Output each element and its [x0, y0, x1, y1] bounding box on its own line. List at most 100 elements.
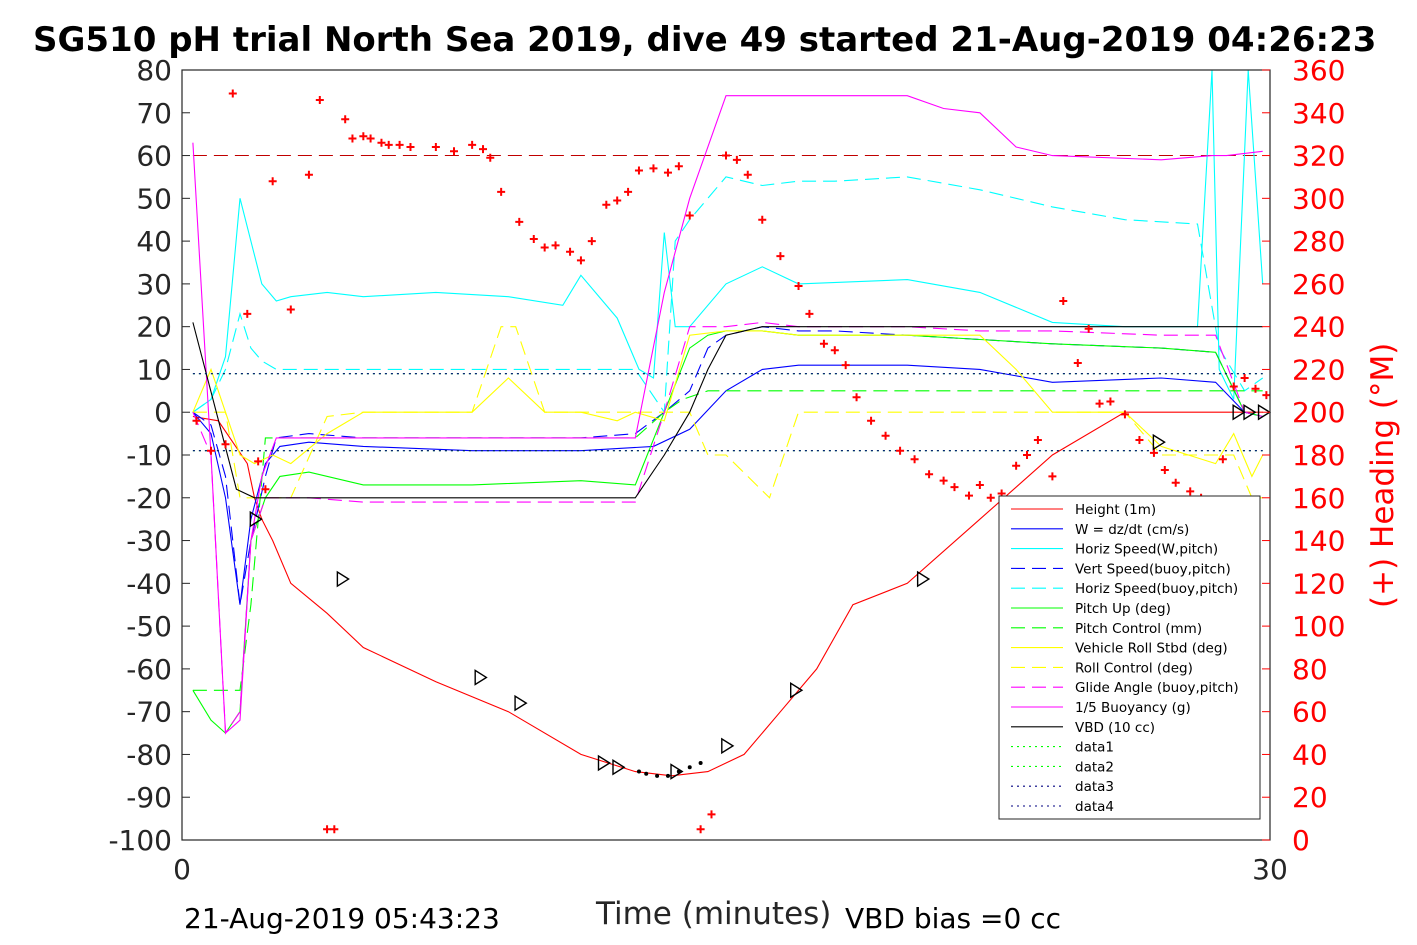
heading-point	[1240, 374, 1249, 382]
y2-tick-label: 140	[1292, 525, 1345, 558]
heading-point	[1262, 391, 1271, 400]
heading-point	[1033, 436, 1042, 445]
y-tick-label: 20	[136, 311, 172, 344]
series-line	[192, 330, 1264, 478]
heading-point	[732, 155, 741, 164]
y2-tick-label: 80	[1292, 653, 1328, 686]
y-tick-label: 80	[136, 54, 172, 87]
x-tick-label: 0	[173, 853, 191, 886]
heading-point	[602, 200, 611, 209]
y-tick-label: 40	[136, 225, 172, 258]
series-line	[192, 176, 1264, 414]
y2-tick-label: 0	[1292, 824, 1310, 857]
heading-point	[1012, 461, 1021, 470]
sample-triangle-marker	[612, 759, 626, 776]
y2-tick-label: 300	[1292, 182, 1345, 215]
y-tick-label: -10	[126, 439, 172, 472]
heading-point	[1218, 455, 1227, 464]
legend-label: data2	[1075, 759, 1114, 775]
heading-point	[359, 132, 368, 141]
heading-point	[939, 476, 948, 485]
heading-point	[228, 89, 237, 98]
heading-point	[304, 170, 313, 179]
heading-point	[377, 138, 386, 147]
legend-label: data3	[1075, 779, 1114, 795]
y2-tick-label: 120	[1292, 567, 1345, 600]
heading-point	[395, 140, 404, 149]
sample-triangle-marker	[790, 682, 804, 699]
heading-point	[696, 825, 705, 834]
legend-label: Horiz Speed(buoy,pitch)	[1075, 581, 1238, 597]
heading-point	[261, 485, 270, 494]
heading-point	[551, 241, 560, 250]
heading-point	[486, 153, 495, 162]
heading-point	[1084, 324, 1093, 333]
heading-point	[515, 217, 524, 226]
heading-point	[819, 339, 828, 348]
sample-dot-marker	[698, 761, 703, 765]
heading-point	[286, 305, 295, 314]
heading-point	[685, 211, 694, 220]
heading-point	[986, 493, 995, 502]
heading-point	[479, 145, 488, 154]
legend-label: Pitch Control (mm)	[1075, 621, 1202, 637]
heading-point	[406, 143, 415, 151]
heading-point	[1095, 399, 1104, 408]
heading-point	[852, 393, 861, 402]
heading-point	[221, 440, 230, 449]
heading-point	[341, 115, 350, 124]
heading-point	[566, 247, 575, 256]
y-tick-label: 60	[136, 140, 172, 173]
x-axis-label: Time (minutes)	[595, 896, 831, 932]
heading-point	[1059, 297, 1068, 305]
sample-triangle-marker	[514, 694, 528, 712]
legend-label: Roll Control (deg)	[1075, 660, 1193, 676]
heading-point	[634, 166, 643, 175]
heading-point	[587, 237, 596, 246]
y2-tick-label: 260	[1292, 268, 1345, 301]
heading-point	[881, 431, 890, 440]
legend: Height (1m) W = dz/dt (cm/s) Horiz Speed(W…	[998, 495, 1261, 820]
sample-triangle-marker	[670, 763, 684, 780]
series-line	[192, 321, 1263, 735]
y2-tick-label: 240	[1292, 311, 1345, 344]
y2-tick-label: 60	[1292, 696, 1328, 729]
sample-dot-marker	[636, 769, 641, 774]
y2-tick-label: 100	[1292, 610, 1345, 643]
y2-tick-label: 40	[1292, 738, 1328, 771]
heading-point	[722, 151, 730, 160]
heading-point	[707, 810, 716, 819]
heading-point	[624, 187, 633, 196]
legend-label: Pitch Up (deg)	[1075, 601, 1171, 617]
left-axis-ticks: 80 70 60 50 40 30 20 10 0 -10 -20 -30 -40 -50 -60 -70 -8…	[108, 54, 190, 857]
y2-tick-label: 160	[1292, 482, 1345, 515]
heading-point	[450, 147, 458, 156]
heading-point	[540, 243, 549, 252]
heading-point	[1229, 382, 1238, 391]
heading-point	[348, 134, 357, 143]
y-tick-label: 70	[136, 97, 172, 130]
y-tick-label: 50	[136, 182, 172, 215]
heading-point	[975, 480, 984, 489]
y2-tick-label: 340	[1292, 97, 1345, 130]
heading-point	[674, 162, 683, 171]
heading-point	[254, 457, 263, 466]
footer-vbd-bias: VBD bias =0 cc	[845, 902, 1061, 935]
series-layer	[192, 69, 1264, 777]
heading-point	[1120, 410, 1129, 419]
series-line	[192, 95, 1263, 735]
sample-triangle-marker	[474, 669, 488, 686]
heading-point	[1160, 465, 1169, 474]
y2-tick-label: 20	[1292, 781, 1328, 814]
series-line	[192, 364, 1263, 605]
sample-dot-marker	[676, 769, 681, 774]
heading-point	[964, 491, 973, 500]
chart-title: SG510 pH trial North Sea 2019, dive 49 s…	[33, 20, 1376, 60]
sample-dot-marker	[687, 765, 692, 770]
legend-label: 1/5 Buoyancy (g)	[1075, 700, 1191, 716]
heading-point	[649, 164, 658, 173]
sample-triangle-marker	[1232, 403, 1246, 421]
y-tick-label: -50	[126, 610, 172, 643]
y-tick-label: -100	[108, 824, 172, 857]
heading-point	[207, 446, 216, 455]
